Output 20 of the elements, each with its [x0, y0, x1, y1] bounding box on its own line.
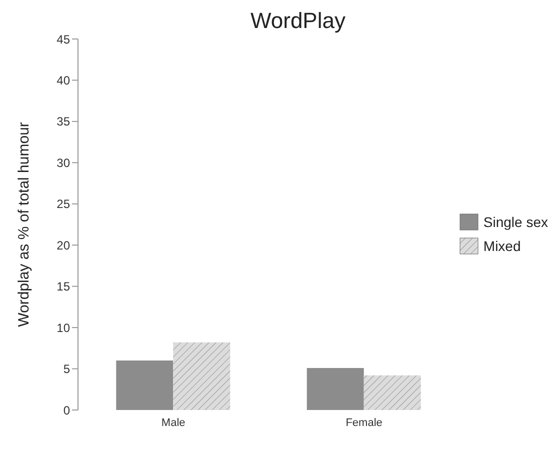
- y-tick-label: 10: [56, 320, 70, 335]
- y-tick-label: 15: [56, 280, 70, 294]
- y-tick-label: 20: [56, 238, 70, 252]
- y-axis-title: Wordplay as % of total humour: [15, 122, 32, 327]
- bar: [364, 375, 421, 410]
- bar: [306, 368, 364, 410]
- bar: [116, 360, 174, 410]
- legend-label: Single sex: [483, 214, 548, 230]
- y-tick-label: 0: [63, 403, 70, 418]
- y-tick-label: 45: [56, 32, 70, 46]
- chart-title: WordPlay: [250, 8, 346, 34]
- x-tick-label: Male: [161, 416, 186, 429]
- y-tick-label: 25: [56, 197, 70, 212]
- legend-label: Mixed: [483, 238, 521, 254]
- y-tick-label: 30: [56, 156, 70, 170]
- y-tick-label: 5: [63, 362, 70, 376]
- y-tick-label: 35: [56, 114, 70, 129]
- x-tick-label: Female: [346, 416, 382, 429]
- y-tick-label: 40: [56, 73, 70, 88]
- bar: [173, 342, 230, 410]
